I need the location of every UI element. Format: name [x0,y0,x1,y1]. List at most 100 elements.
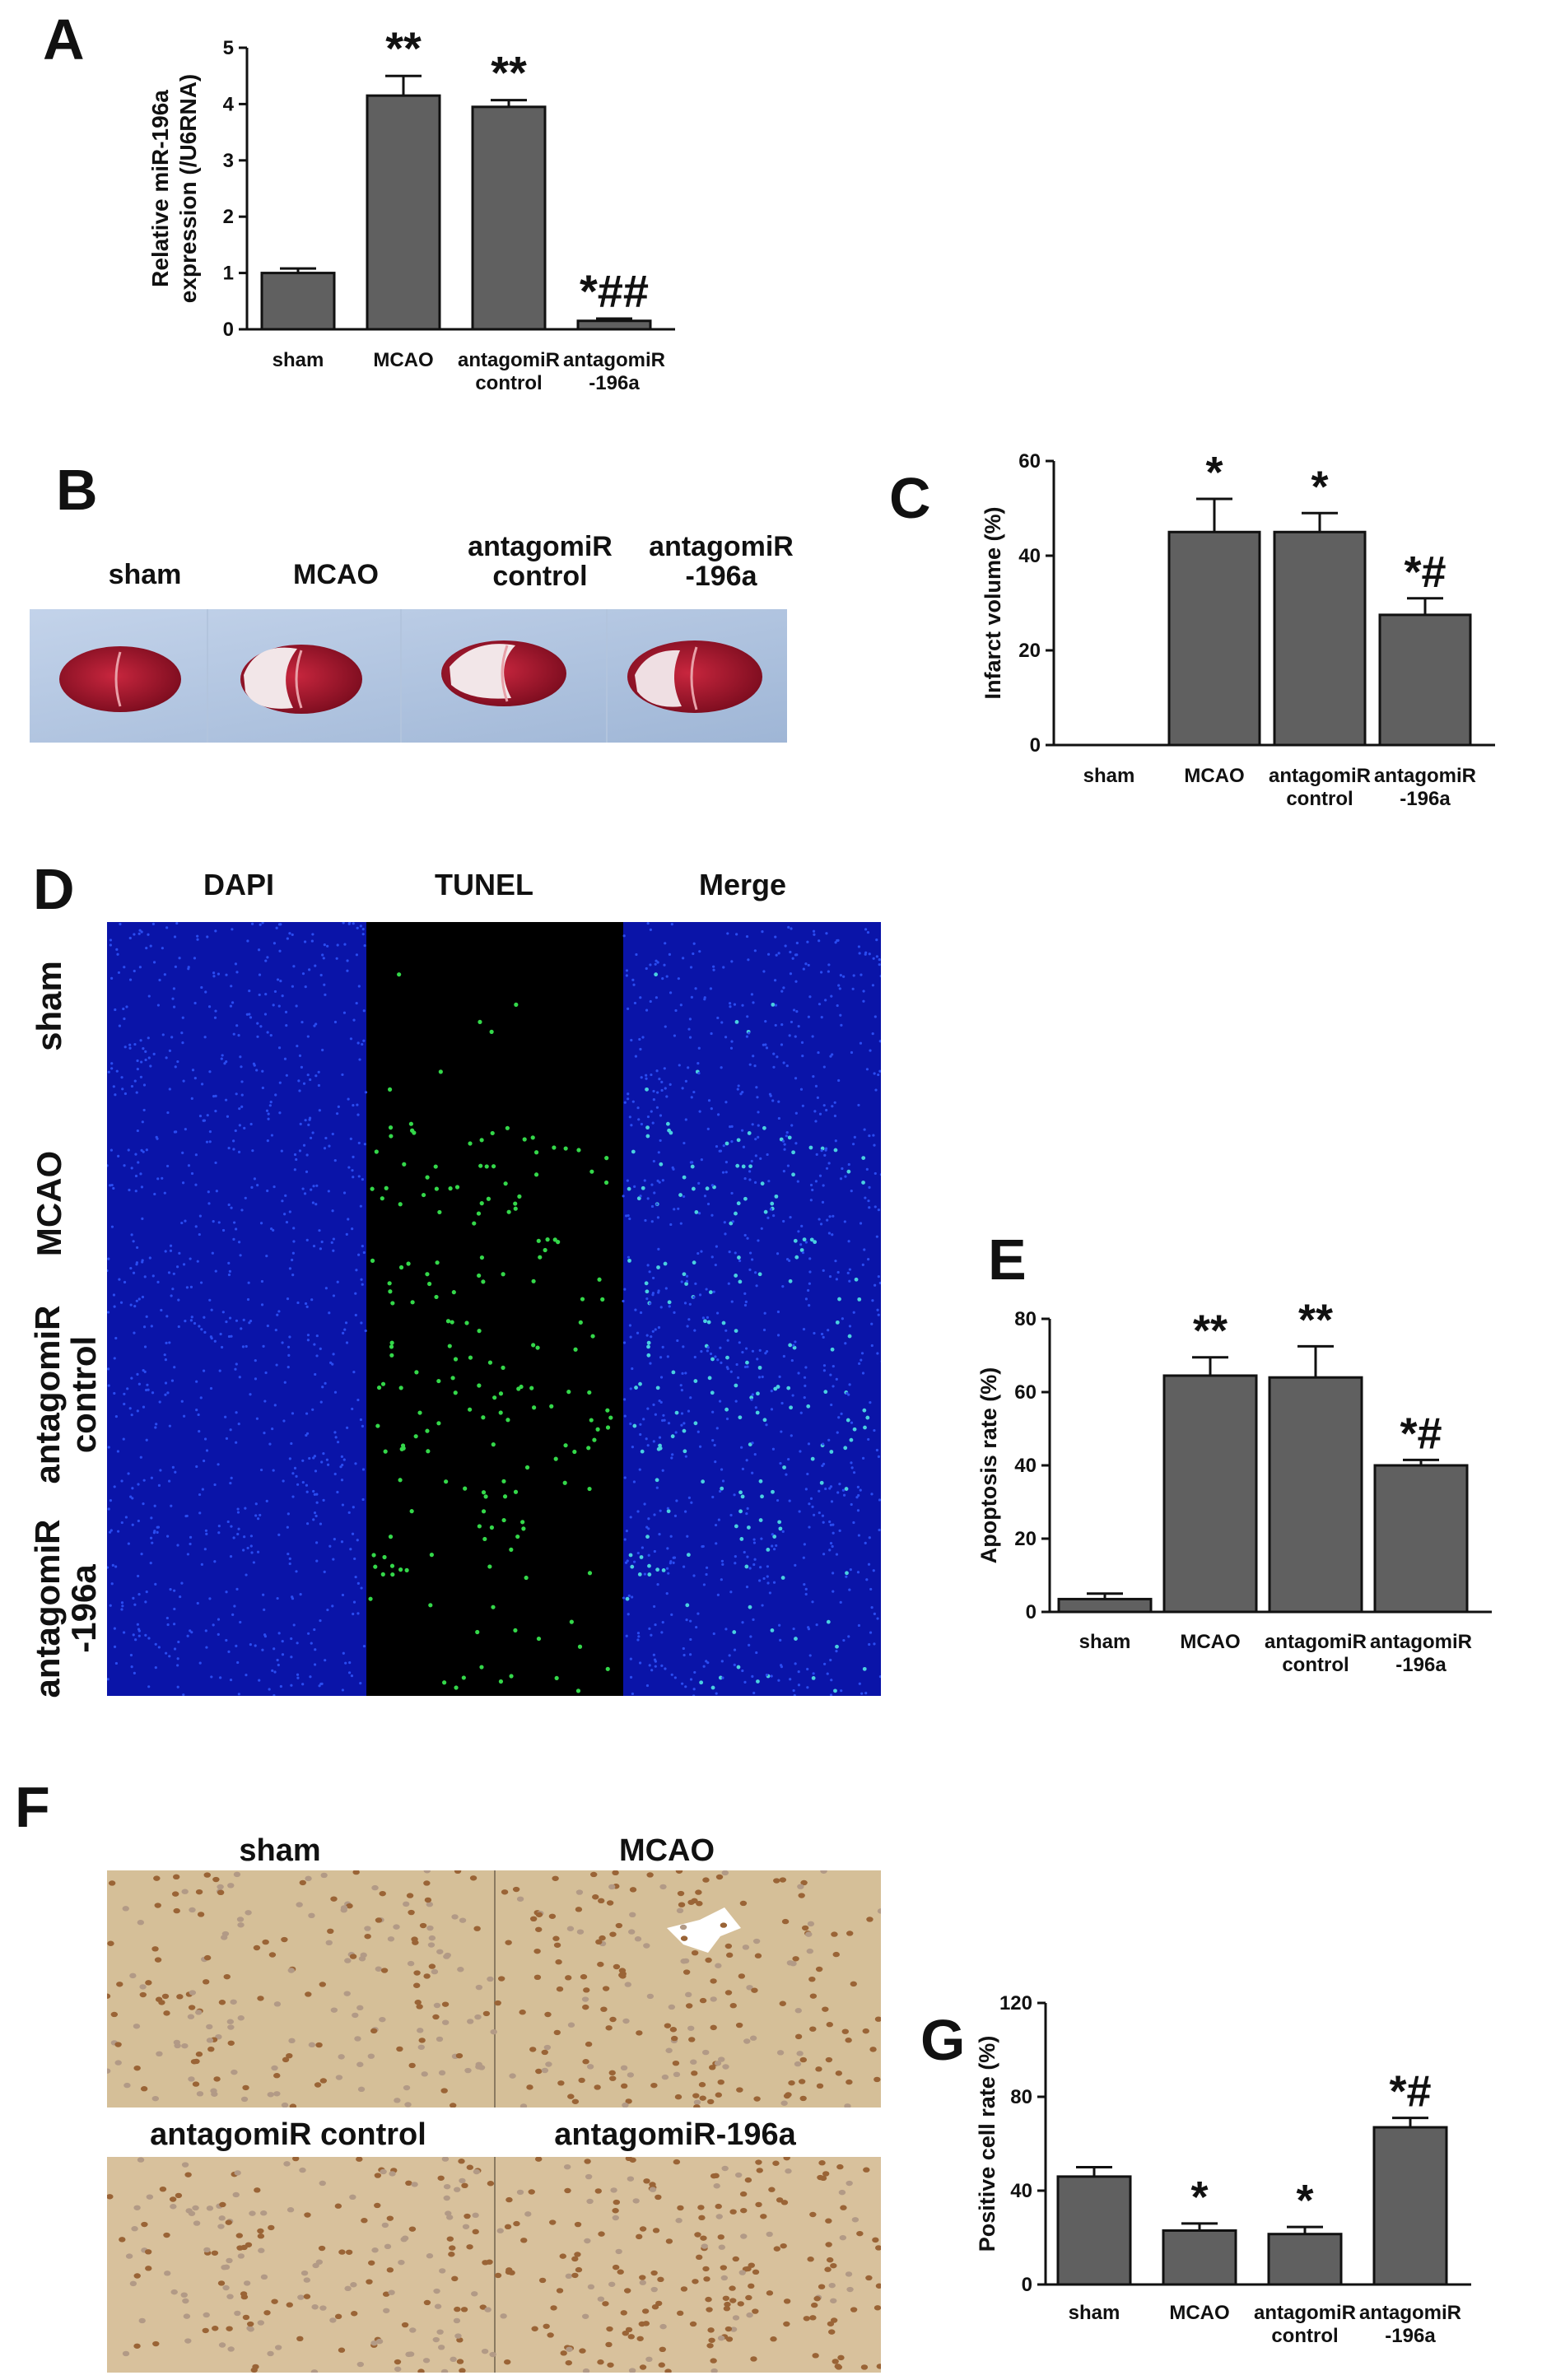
ihc-nucleus [613,1963,621,1970]
dapi-nucleus [232,1536,235,1539]
merge-nucleus [729,1002,732,1005]
tunel-positive-dot [421,1192,426,1198]
merge-nucleus [747,1032,751,1035]
merge-nucleus [762,1328,766,1332]
merge-nucleus [631,1595,634,1599]
merge-positive-dot [773,1386,778,1391]
merge-nucleus [754,1406,757,1409]
dapi-nucleus [219,1676,222,1679]
dapi-nucleus [331,1132,334,1136]
dapi-nucleus [347,1511,351,1514]
dapi-nucleus [356,1539,359,1542]
ihc-nucleus [594,2188,602,2194]
merge-nucleus [745,934,749,938]
dapi-nucleus [345,1232,348,1236]
dapi-nucleus [319,1522,323,1525]
merge-nucleus [830,1679,833,1682]
merge-nucleus [715,1692,718,1695]
merge-nucleus [645,1437,648,1441]
dapi-nucleus [182,1693,185,1696]
merge-nucleus [655,959,658,962]
ihc-nucleus [680,2286,688,2292]
merge-nucleus [625,969,629,972]
ihc-nucleus [696,1901,703,1907]
tunel-positive-dot [513,1206,518,1211]
ihc-nucleus [724,2301,731,2308]
ihc-nucleus [659,2346,666,2353]
merge-positive-dot [699,1680,704,1685]
ihc-nucleus [211,2250,219,2256]
ihc-nucleus [291,2157,300,2162]
merge-nucleus [628,1324,632,1327]
merge-nucleus [738,1259,742,1263]
ihc-nucleus [729,2298,737,2303]
dapi-nucleus [144,1058,147,1062]
dapi-nucleus [139,1075,143,1078]
dapi-nucleus [190,1171,194,1176]
merge-nucleus [852,1471,856,1474]
merge-nucleus [654,1413,657,1416]
merge-nucleus [694,987,697,990]
dapi-nucleus [291,1597,295,1600]
merge-positive-dot [865,1415,870,1420]
dapi-nucleus [209,1335,212,1339]
ihc-nucleus [260,2210,268,2216]
dapi-nucleus [109,1604,112,1607]
ihc-nucleus [441,2019,450,2025]
dapi-nucleus [326,1463,330,1466]
dapi-nucleus [295,1157,298,1162]
dapi-nucleus [152,961,156,964]
ihc-nucleus [300,2270,309,2276]
ihc-nucleus [211,2091,218,2097]
merge-positive-dot [738,1279,743,1284]
dapi-nucleus [110,1183,114,1187]
dapi-nucleus [293,1168,296,1171]
dapi-nucleus [357,1175,361,1178]
dapi-nucleus [238,1241,241,1244]
ihc-nucleus [785,2168,792,2174]
ihc-nucleus [615,2248,622,2255]
merge-nucleus [681,1087,684,1090]
merge-nucleus [623,1398,627,1401]
merge-nucleus [647,1517,650,1521]
dapi-nucleus [269,1227,273,1231]
ihc-nucleus [710,1996,717,2002]
dapi-nucleus [224,1415,227,1418]
ihc-nucleus [482,2010,491,2017]
ihc-nucleus [609,2075,617,2081]
merge-nucleus [799,1450,802,1453]
merge-nucleus [730,1300,734,1303]
dapi-nucleus [323,1570,326,1573]
merge-nucleus [844,1175,847,1178]
dapi-nucleus [313,1343,316,1346]
dapi-nucleus [112,1085,115,1088]
merge-nucleus [629,1387,632,1390]
merge-nucleus [804,1366,808,1369]
ihc-nucleus [708,2337,715,2343]
merge-nucleus [652,1440,655,1443]
merge-nucleus [738,1341,741,1344]
ihc-nucleus [794,2033,803,2040]
significance-label: ** [1193,1306,1228,1356]
merge-positive-dot [743,1196,748,1201]
merge-nucleus [653,1549,656,1553]
ihc-nucleus [715,2092,722,2098]
dapi-nucleus [261,1069,264,1073]
ihc-nucleus [461,2182,468,2189]
ihc-nucleus [379,2016,386,2023]
dapi-nucleus [107,1566,109,1569]
merge-nucleus [831,1544,834,1549]
ihc-nucleus [780,2200,789,2205]
dapi-nucleus [230,1476,233,1479]
tunel-positive-dot [487,1360,493,1365]
category-label: antagomiR control [1265,1631,1367,1676]
ihc-nucleus [754,1953,762,1958]
dapi-nucleus [344,1661,347,1665]
merge-nucleus [748,1268,752,1271]
ihc-nucleus [627,2176,635,2182]
merge-nucleus [645,1297,649,1301]
merge-nucleus [840,1023,843,1027]
tunel-positive-dot [409,1509,414,1514]
dapi-nucleus [165,1164,170,1168]
